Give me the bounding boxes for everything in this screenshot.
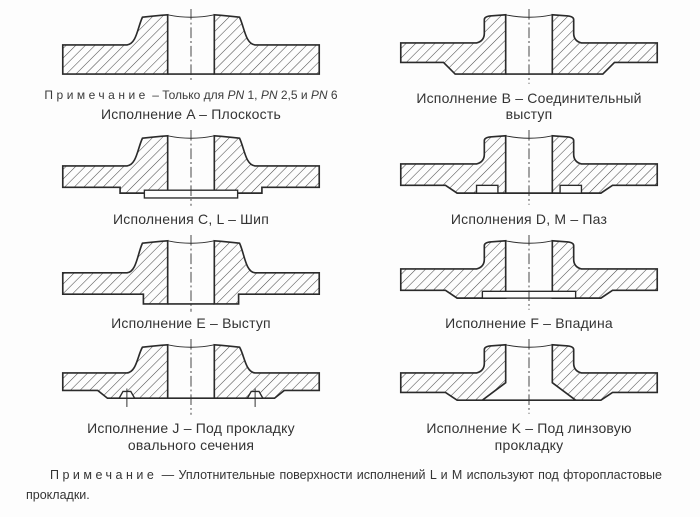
flange-section-j-drawing [61,339,321,415]
flange-section-k-drawing [399,339,659,414]
right-section [551,135,659,195]
figure-b-cell: Исполнение B – Соединительный выступ [364,8,694,123]
groove-left [475,184,499,195]
left-section [61,135,169,195]
right-section [213,344,321,400]
figure-a-caption: Исполнение A – Плоскость [101,106,281,123]
flange-section-b-drawing [399,8,659,84]
figure-f-caption: Исполнение F – Впадина [445,315,613,332]
left-section [399,239,507,299]
figure-d-caption: Исполнения D, M – Паз [450,210,608,227]
figure-a-note: Примечание – Только для PN 1, PN 2,5 и P… [44,87,338,102]
figure-a-cell: Примечание – Только для PN 1, PN 2,5 и P… [26,8,356,123]
figure-b-caption: Исполнение B – Соединительный выступ [416,89,642,123]
right-section [213,13,321,75]
figure-k-caption: Исполнение K – Под линзовую прокладку [426,419,632,453]
figure-grid: Примечание – Только для PN 1, PN 2,5 и P… [26,8,700,453]
figure-f-cell: Исполнение F – Впадина [364,234,694,332]
right-section [551,239,659,299]
figure-c-cell: Исполнения C, L – Шип [26,129,356,227]
right-section [213,135,321,195]
flange-section-a-drawing [61,8,321,83]
groove-right [559,184,583,195]
flange-section-d-drawing [399,130,659,206]
figure-k-cell: Исполнение K – Под линзовую прокладку [364,338,694,453]
left-section [61,344,169,400]
flange-section-f-drawing [399,234,659,310]
flange-section-c-drawing [61,130,321,206]
right-section [213,239,321,305]
left-section [399,135,507,195]
figure-j-caption: Исполнение J – Под прокладку овального с… [87,419,295,453]
footnote: Примечание — Уплотнительные поверхности … [26,468,662,502]
figure-j-cell: Исполнение J – Под прокладку овального с… [26,338,356,453]
left-section [399,344,507,402]
figure-c-caption: Исполнения C, L – Шип [113,210,269,227]
figure-e-caption: Исполнение E – Выступ [111,315,271,332]
flange-section-e-drawing [61,234,321,312]
left-section [61,13,169,75]
document-sheet: Примечание – Только для PN 1, PN 2,5 и P… [26,8,700,502]
left-section [399,13,507,75]
left-section [61,239,169,305]
figure-d-cell: Исполнения D, M – Паз [364,129,694,227]
figure-e-cell: Исполнение E – Выступ [26,234,356,332]
right-section [551,13,659,75]
right-section [551,344,659,402]
